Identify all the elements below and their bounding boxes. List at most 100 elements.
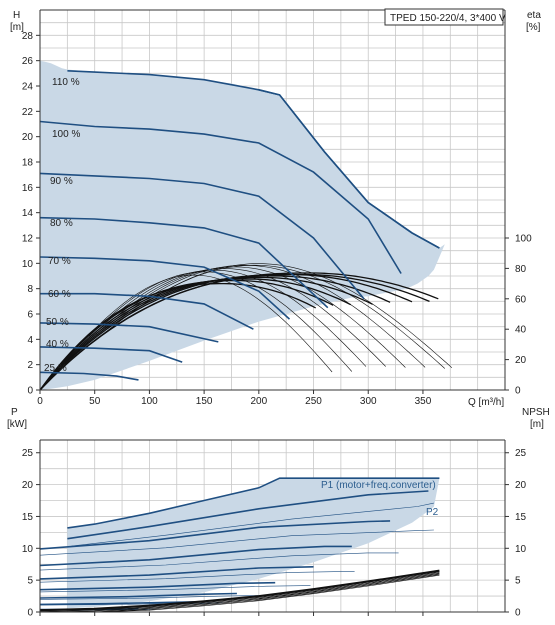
power-curve — [39, 566, 314, 580]
x-tick-label: 150 — [196, 396, 213, 407]
head-curve — [39, 216, 329, 309]
x-tick-label: 0 — [37, 396, 43, 407]
power-curves — [39, 477, 440, 611]
npsh-tick-label: 20 — [515, 480, 527, 491]
power-curve — [39, 545, 352, 567]
head-curve — [39, 322, 219, 343]
speed-label: 90 % — [50, 176, 73, 187]
chart-title: TPED 150-220/4, 3*400 V — [390, 13, 506, 24]
x-tick-label: 50 — [89, 396, 101, 407]
head-curve — [67, 70, 440, 249]
npsh-tick-label: 5 — [515, 576, 521, 587]
y-tick-label: 12 — [22, 234, 34, 245]
speed-label: 70 % — [48, 256, 71, 267]
power-curve-secondary — [39, 585, 311, 593]
power-curve — [67, 490, 429, 540]
efficiency-curve-extended — [85, 274, 333, 373]
top-operating-range — [40, 60, 445, 390]
y-axis-unit-right: [%] — [526, 22, 541, 33]
p-axis-name: P — [11, 407, 18, 418]
x-tick-label: 100 — [141, 396, 158, 407]
head-curve — [39, 346, 183, 363]
y-tick-label: 28 — [22, 31, 34, 42]
bottom-axes: 0 0 5 5 10 10 15 15 20 20 25 25 — [22, 439, 527, 619]
y-tick-label: 16 — [22, 183, 34, 194]
npsh-tick-label: 25 — [515, 448, 527, 459]
y-tick-label: 6 — [27, 310, 33, 321]
p-axis-unit: [kW] — [7, 419, 27, 430]
y-right-tick-label: 100 — [515, 234, 532, 245]
speed-label: 40 % — [46, 339, 69, 350]
p-tick-label: 20 — [22, 480, 34, 491]
power-npsh-chart: 0 0 5 5 10 10 15 15 20 20 25 25 P [kW] NPSH [m] P1 … — [7, 407, 550, 619]
y-tick-label: 24 — [22, 82, 34, 93]
power-curve-secondary — [39, 529, 434, 556]
y-tick-label: 2 — [27, 360, 33, 371]
power-curve — [39, 520, 391, 550]
power-curve — [39, 581, 276, 591]
head-curve — [39, 256, 291, 320]
p-tick-label: 25 — [22, 448, 34, 459]
p-tick-label: 5 — [27, 576, 33, 587]
p-tick-label: 15 — [22, 512, 34, 523]
speed-label: 80 % — [50, 218, 73, 229]
y-tick-label: 26 — [22, 56, 34, 67]
p-tick-label: 0 — [27, 608, 33, 619]
head-curve — [40, 292, 254, 330]
npsh-tick-label: 0 — [515, 608, 521, 619]
efficiency-curve-extended — [98, 266, 406, 368]
title-box — [384, 8, 504, 26]
power-range-area — [67, 478, 440, 609]
x-tick-label: 350 — [415, 396, 432, 407]
speed-label: 60 % — [48, 289, 71, 300]
y-tick-label: 22 — [22, 107, 34, 118]
power-curve-secondary — [71, 502, 434, 547]
p-tick-label: 10 — [22, 544, 34, 555]
power-curve-secondary — [39, 571, 355, 583]
npsh-tick-label: 10 — [515, 544, 527, 555]
head-curves — [39, 70, 440, 381]
y-right-tick-label: 40 — [515, 325, 527, 336]
npsh-line-secondary — [39, 572, 440, 613]
power-curve — [67, 477, 440, 529]
npsh-line-secondary — [39, 571, 440, 612]
y-right-tick-label: 20 — [515, 355, 527, 366]
efficiency-curve-extended — [102, 264, 426, 368]
y-tick-label: 10 — [22, 259, 34, 270]
power-curve-secondary — [39, 602, 223, 606]
npsh-tick-label: 15 — [515, 512, 527, 523]
y-tick-label: 18 — [22, 158, 34, 169]
speed-label: 100 % — [52, 129, 80, 140]
power-curve — [39, 592, 237, 599]
npsh-axis-name: NPSH — [522, 407, 550, 418]
x-tick-label: 200 — [250, 396, 267, 407]
y-axis-name-right: eta — [527, 10, 541, 21]
y-right-tick-label: 0 — [515, 386, 521, 397]
y-right-tick-label: 60 — [515, 294, 527, 305]
power-curve-secondary — [39, 595, 267, 600]
x-axis-label: Q [m³/h] — [468, 397, 504, 408]
efficiency-curve-extended — [107, 263, 453, 369]
y-tick-label: 20 — [22, 132, 34, 143]
head-curve — [39, 371, 139, 381]
bottom-operating-range — [67, 478, 440, 609]
x-tick-label: 250 — [305, 396, 322, 407]
npsh-curve — [39, 569, 440, 613]
speed-label: 25 % — [44, 363, 67, 374]
speed-label: 50 % — [46, 317, 69, 328]
power-curve-secondary — [39, 552, 399, 571]
x-tick-label: 300 — [360, 396, 377, 407]
speed-label: 110 % — [52, 77, 80, 88]
y-tick-label: 0 — [27, 386, 33, 397]
y-axis-name-left: H — [13, 10, 20, 21]
y-tick-label: 8 — [27, 284, 33, 295]
y-right-tick-label: 80 — [515, 264, 527, 275]
npsh-axis-unit: [m] — [530, 419, 544, 430]
efficiency-curve — [39, 272, 439, 391]
speed-labels: 110 % 100 % 90 % 80 % 70 % 60 % 50 % 40 % 25 % — [44, 77, 80, 374]
efficiency-curve-extended — [88, 271, 353, 372]
